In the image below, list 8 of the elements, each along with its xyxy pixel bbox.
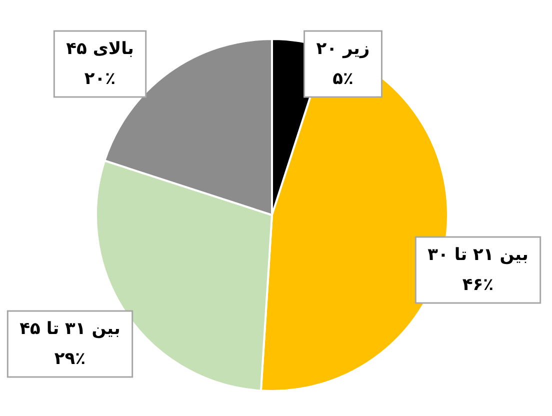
slice-label: زیر ۲۰	[316, 39, 370, 59]
data-label: ۴۶٪	[462, 275, 494, 295]
slice-label: بین ۲۱ تا ۳۰	[428, 245, 528, 265]
slice-label: بالای ۴۵	[66, 39, 134, 59]
data-label: ۲۹٪	[54, 349, 86, 369]
slice-label: بین ۳۱ تا ۴۵	[20, 319, 120, 339]
data-label: ۲۰٪	[84, 69, 116, 89]
data-label: ۵٪	[332, 69, 354, 89]
